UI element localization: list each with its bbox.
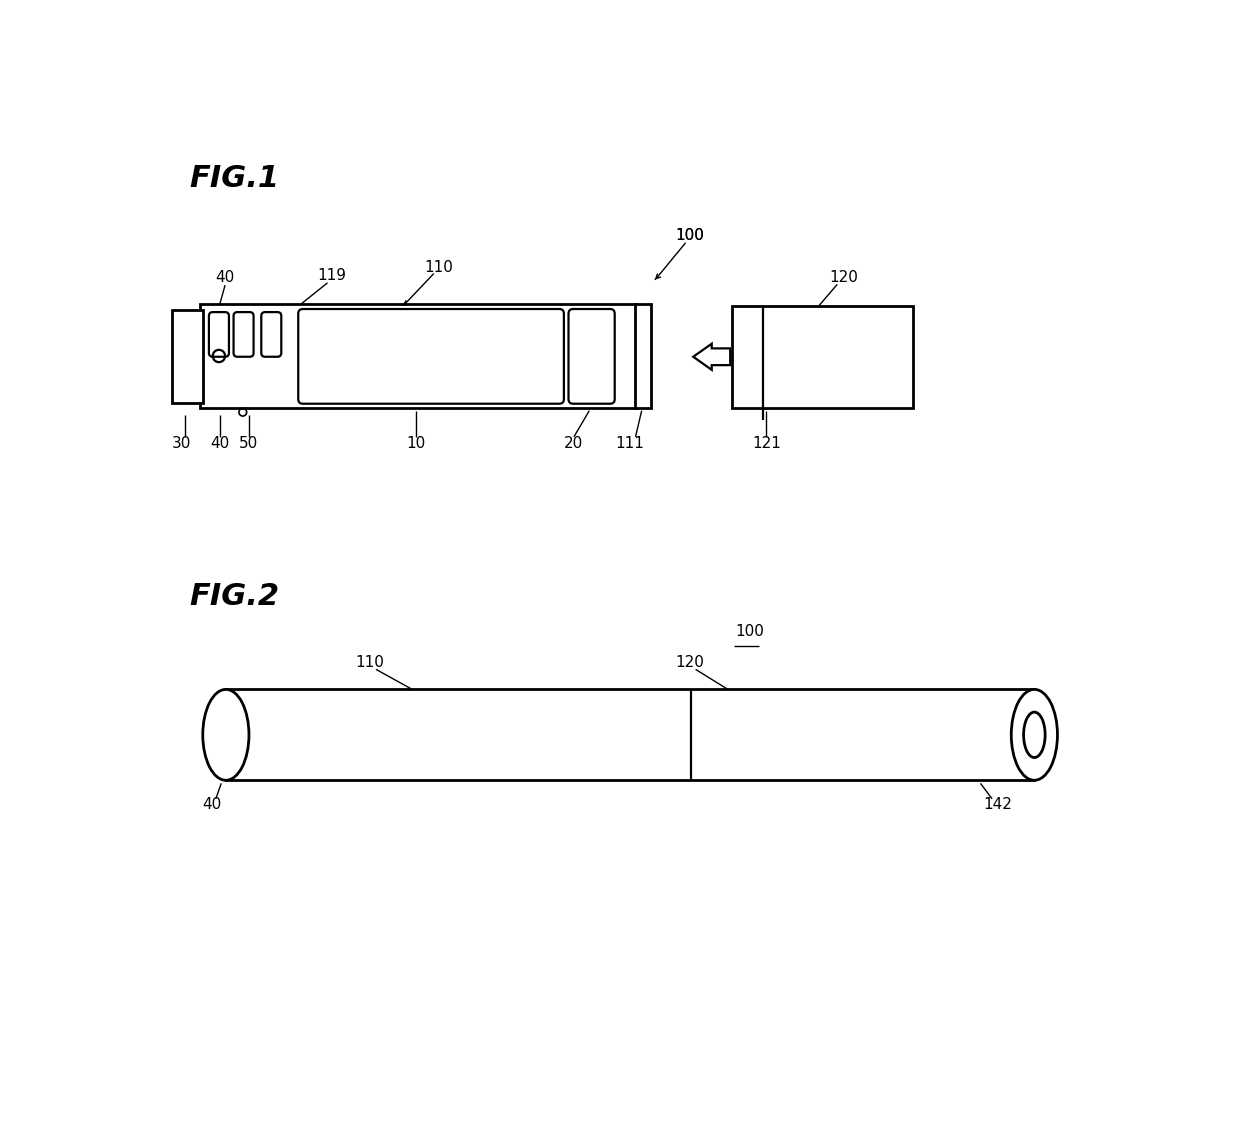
FancyBboxPatch shape [208, 312, 229, 357]
Text: 40: 40 [202, 798, 222, 812]
Text: 111: 111 [615, 435, 644, 450]
Text: 110: 110 [356, 655, 384, 670]
Text: 50: 50 [239, 435, 259, 450]
Text: 10: 10 [407, 435, 425, 450]
Bar [172, 309, 203, 403]
Text: 121: 121 [751, 435, 781, 450]
FancyBboxPatch shape [262, 312, 281, 357]
Bar [732, 306, 913, 408]
Text: 142: 142 [983, 798, 1012, 812]
Text: 100: 100 [675, 227, 704, 243]
Ellipse shape [1023, 712, 1045, 757]
Text: 40: 40 [210, 435, 229, 450]
Text: FIG.1: FIG.1 [188, 164, 279, 194]
Ellipse shape [203, 690, 249, 781]
Text: 120: 120 [830, 270, 858, 285]
Text: 120: 120 [675, 655, 704, 670]
Text: 40: 40 [216, 270, 234, 285]
Text: 30: 30 [171, 435, 191, 450]
Text: 119: 119 [317, 269, 346, 284]
Ellipse shape [1012, 690, 1058, 781]
Bar [635, 305, 651, 408]
Text: 100: 100 [675, 227, 704, 243]
Text: 110: 110 [425, 260, 454, 274]
Text: 20: 20 [564, 435, 584, 450]
FancyBboxPatch shape [568, 309, 615, 404]
FancyBboxPatch shape [233, 312, 253, 357]
Text: 100: 100 [735, 624, 765, 639]
Bar [226, 690, 1034, 781]
Bar [201, 305, 635, 408]
Text: FIG.2: FIG.2 [188, 582, 279, 611]
FancyBboxPatch shape [299, 309, 564, 404]
